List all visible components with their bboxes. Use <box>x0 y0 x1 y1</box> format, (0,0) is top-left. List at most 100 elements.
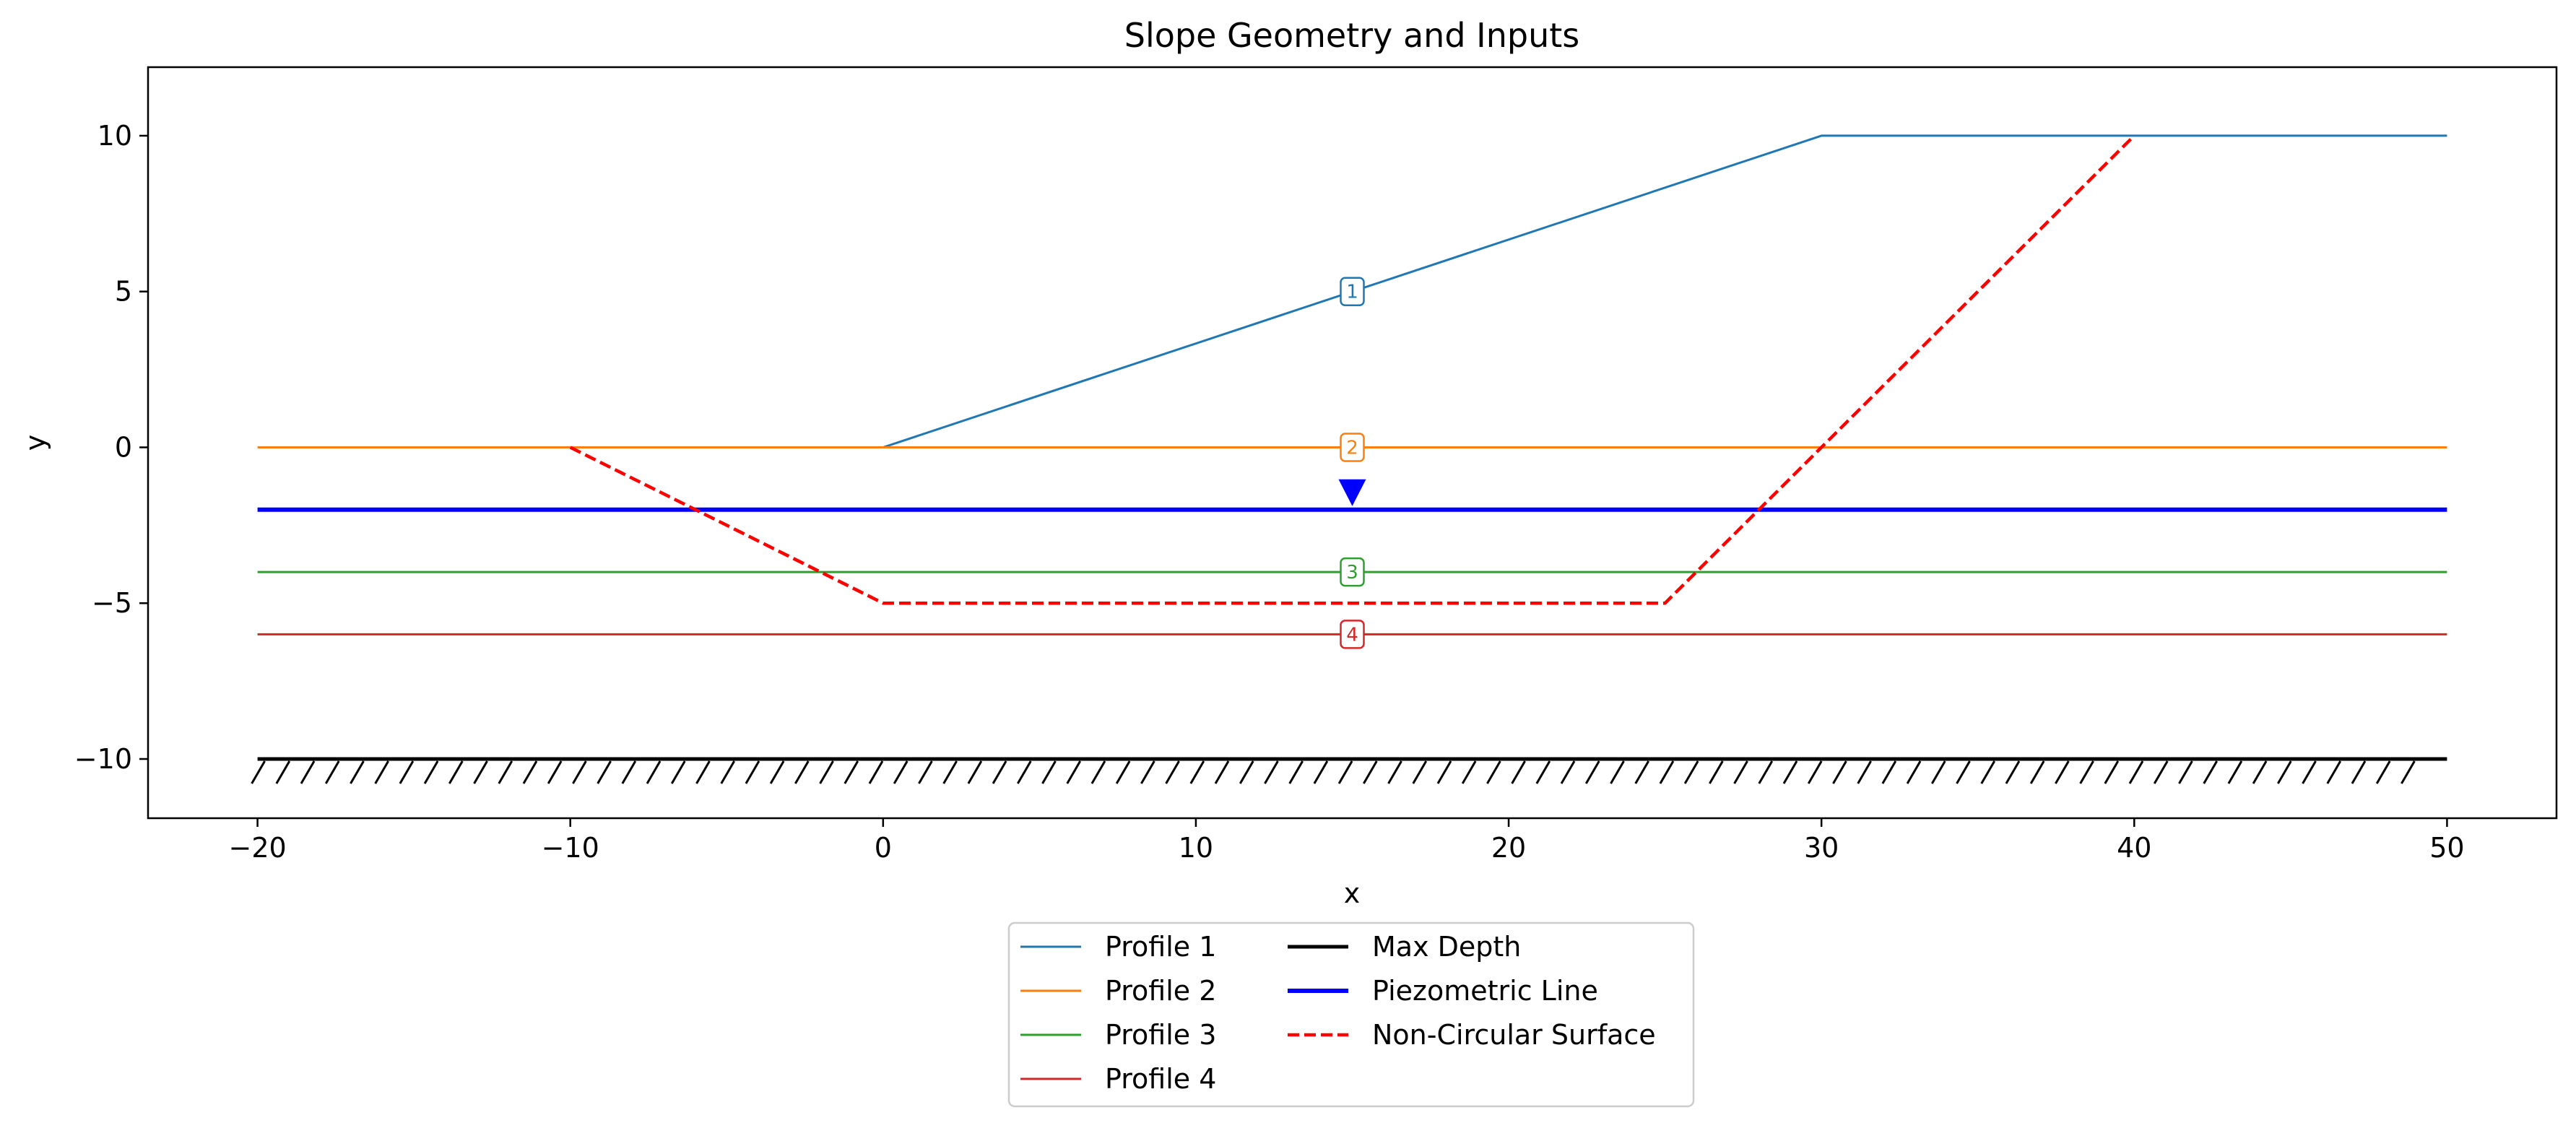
legend-label-profile-3: Profile 3 <box>1105 1019 1216 1051</box>
x-tick-label: −10 <box>542 832 599 864</box>
legend-box <box>1007 921 1695 1108</box>
profile-label-badge <box>1340 620 1365 649</box>
hatch-mark <box>2252 760 2268 784</box>
hatch-mark <box>522 760 538 784</box>
profile-label: 3 <box>1346 562 1358 583</box>
hatch-mark <box>942 760 958 784</box>
hatch-mark <box>1610 760 1625 784</box>
hatch-mark <box>1709 760 1724 784</box>
hatch-mark <box>547 760 563 784</box>
profile-label-badge <box>1340 557 1365 587</box>
hatch-mark <box>1288 760 1304 784</box>
legend-label-max-depth: Max Depth <box>1372 931 1521 963</box>
chart-title: Slope Geometry and Inputs <box>1124 16 1579 55</box>
hatch-mark <box>300 760 316 784</box>
hatch-mark <box>1659 760 1675 784</box>
hatch-mark <box>794 760 810 784</box>
hatch-mark <box>2302 760 2317 784</box>
annotation-layer: 1 2 3 4 <box>1338 277 1366 649</box>
hatch-mark <box>2203 760 2218 784</box>
hatch-mark <box>1214 760 1230 784</box>
plot-area: 1 2 3 4 <box>147 66 2558 820</box>
hatch-mark <box>2375 760 2391 784</box>
y-tick-label: 10 <box>97 120 132 152</box>
hatch-mark <box>473 760 488 784</box>
hatch-mark <box>1016 760 1032 784</box>
y-tick-label: −5 <box>92 587 132 619</box>
hatch-mark <box>1337 760 1353 784</box>
hatch-mark <box>1189 760 1205 784</box>
hatch-mark <box>1857 760 1872 784</box>
hatch-mark <box>1486 760 1501 784</box>
hatch-mark <box>251 760 266 784</box>
hatch-mark <box>374 760 389 784</box>
x-tick-label: 10 <box>1179 832 1213 864</box>
hatch-mark <box>2153 760 2169 784</box>
hatch-mark <box>1980 760 1996 784</box>
hatch-mark <box>2104 760 2120 784</box>
hatch-mark <box>1634 760 1649 784</box>
legend-label-profile-2: Profile 2 <box>1105 975 1216 1007</box>
hatch-mark <box>1264 760 1279 784</box>
hatch-mark <box>720 760 735 784</box>
hatch-mark <box>918 760 933 784</box>
hatch-mark <box>1683 760 1699 784</box>
hatch-mark <box>1906 760 1922 784</box>
x-tick-label: 0 <box>875 832 892 864</box>
profile-label: 1 <box>1346 282 1358 303</box>
hatch-mark <box>868 760 884 784</box>
legend-label-piezometric-line: Piezometric Line <box>1372 975 1598 1007</box>
hatch-mark <box>448 760 464 784</box>
hatch-mark <box>1313 760 1329 784</box>
x-tick-label: 50 <box>2429 832 2464 864</box>
hatch-mark <box>2351 760 2367 784</box>
hatch-mark <box>2227 760 2243 784</box>
series-line-profile-1 <box>882 134 2447 448</box>
hatch-mark <box>1535 760 1551 784</box>
hatch-mark <box>2401 760 2416 784</box>
hatch-mark <box>819 760 834 784</box>
y-axis: 10 5 0 −5 −10 <box>74 120 148 775</box>
hatch-mark <box>2079 760 2094 784</box>
y-tick-label: 0 <box>115 431 132 463</box>
profile-label-badge <box>1340 433 1365 462</box>
hatch-mark <box>745 760 760 784</box>
hatch-mark <box>2005 760 2021 784</box>
y-axis-label: y <box>19 435 51 451</box>
plot-frame <box>147 66 2558 820</box>
x-axis-label: x <box>1344 877 1361 909</box>
x-tick-label: 20 <box>1491 832 1526 864</box>
max-depth-hatching <box>251 760 2416 784</box>
hatch-mark <box>1881 760 1897 784</box>
series-line-non-circular-surface <box>569 134 2135 605</box>
hatch-mark <box>1461 760 1477 784</box>
hatch-mark <box>1560 760 1576 784</box>
hatch-mark <box>893 760 908 784</box>
hatch-mark <box>769 760 785 784</box>
hatch-mark <box>423 760 439 784</box>
x-tick-label: −20 <box>228 832 286 864</box>
hatch-mark <box>1140 760 1155 784</box>
hatch-mark <box>2326 760 2342 784</box>
profile-label: 4 <box>1346 624 1358 646</box>
hatch-mark <box>1412 760 1428 784</box>
hatch-mark <box>1930 760 1946 784</box>
hatch-mark <box>1511 760 1526 784</box>
hatch-mark <box>1733 760 1748 784</box>
hatch-mark <box>324 760 340 784</box>
hatch-mark <box>350 760 365 784</box>
hatch-mark <box>1436 760 1452 784</box>
hatch-mark <box>275 760 291 784</box>
hatch-mark <box>621 760 637 784</box>
hatch-mark <box>1956 760 1971 784</box>
hatch-mark <box>992 760 1007 784</box>
hatch-mark <box>695 760 711 784</box>
hatch-mark <box>1363 760 1378 784</box>
profile-label-badge <box>1340 277 1365 306</box>
hatch-mark <box>2277 760 2292 784</box>
hatch-mark <box>1090 760 1106 784</box>
hatch-mark <box>572 760 587 784</box>
x-tick-label: 40 <box>2117 832 2151 864</box>
hatch-mark <box>1782 760 1798 784</box>
